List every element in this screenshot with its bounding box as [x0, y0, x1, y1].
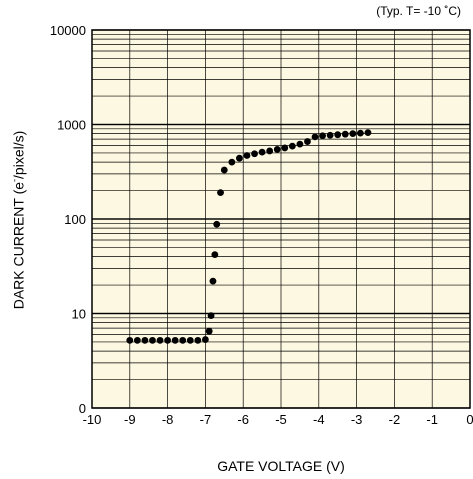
- x-axis-label: GATE VOLTAGE (V): [217, 458, 345, 474]
- data-point: [326, 131, 334, 139]
- data-point: [217, 189, 224, 197]
- data-point: [171, 336, 179, 344]
- x-tick-label: -4: [313, 412, 325, 427]
- y-tick-label: 0: [79, 401, 86, 416]
- data-point: [281, 144, 289, 152]
- x-tick-label: -6: [237, 412, 249, 427]
- data-point: [209, 277, 217, 285]
- y-tick-label: 1000: [57, 118, 86, 133]
- data-point: [164, 336, 172, 344]
- y-axis-ticks: 0 10 100 1000 10000: [50, 23, 86, 416]
- data-point: [334, 131, 342, 139]
- x-tick-label: -7: [200, 412, 212, 427]
- data-point: [149, 336, 156, 344]
- data-point: [205, 327, 213, 335]
- data-point: [258, 148, 266, 156]
- temperature-note: (Typ. T= -10 ˚C): [376, 4, 461, 18]
- data-point: [349, 130, 357, 138]
- data-point: [319, 132, 326, 140]
- data-points: [126, 129, 372, 344]
- data-point: [186, 336, 194, 344]
- y-axis-label-prefix: DARK CURRENT (e: [10, 181, 27, 310]
- x-tick-label: 0: [466, 412, 473, 427]
- x-axis-ticks: -10 -9 -8 -7 -6 -5 -4 -3 -2 -1 0: [83, 412, 473, 427]
- x-tick-label: -8: [162, 412, 174, 427]
- data-point: [133, 336, 141, 344]
- data-point: [341, 130, 349, 138]
- y-axis-label: DARK CURRENT (e-/pixel/s): [10, 131, 27, 310]
- x-tick-label: -2: [389, 412, 401, 427]
- data-point: [156, 336, 164, 344]
- data-point: [243, 152, 251, 159]
- data-point: [202, 336, 209, 343]
- x-tick-label: -10: [83, 412, 102, 427]
- data-point: [126, 336, 134, 344]
- x-tick-label: -9: [124, 412, 136, 427]
- data-point: [288, 142, 296, 150]
- data-point: [228, 158, 236, 166]
- x-tick-label: -1: [426, 412, 438, 427]
- y-axis-label-superscript: -: [9, 178, 20, 182]
- y-tick-label: 100: [64, 212, 86, 227]
- data-point: [141, 336, 149, 344]
- data-point: [213, 220, 221, 228]
- data-point: [194, 336, 202, 344]
- data-point: [207, 312, 215, 320]
- data-point: [220, 166, 228, 174]
- data-point: [304, 138, 311, 145]
- data-point: [179, 336, 187, 344]
- y-axis-label-suffix: /pixel/s): [10, 130, 27, 179]
- data-point: [311, 133, 319, 141]
- data-point: [266, 147, 274, 155]
- plot-frame: [91, 29, 471, 409]
- y-tick-label: 10000: [50, 23, 86, 38]
- data-point: [296, 140, 304, 148]
- data-point: [273, 146, 281, 153]
- data-point: [211, 251, 219, 259]
- x-tick-label: -5: [275, 412, 287, 427]
- y-tick-label: 10: [72, 307, 86, 322]
- x-tick-label: -3: [351, 412, 363, 427]
- data-point: [364, 129, 372, 137]
- data-point: [251, 150, 258, 158]
- data-point: [236, 154, 243, 162]
- data-point: [356, 129, 364, 137]
